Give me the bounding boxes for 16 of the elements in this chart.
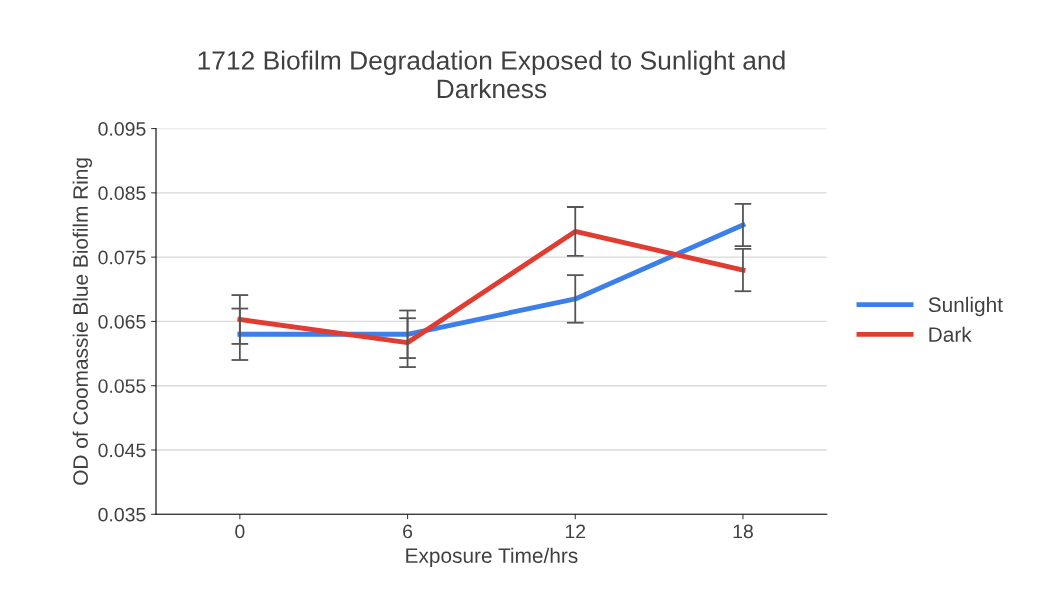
y-tick-label: 0.045 (98, 443, 146, 458)
x-tick-label: 18 (733, 524, 753, 539)
chart-title: 1712 Biofilm Degradation Exposed to Sunlight and Darkness (198, 50, 785, 99)
x-tick-label: 12 (565, 524, 586, 539)
x-tick-label: 0 (235, 524, 245, 539)
y-tick-label: 0.075 (98, 250, 146, 265)
x-tick-label: 6 (403, 524, 413, 539)
y-axis-title: OD of Coomassie Blue Biofilm Ring (72, 158, 93, 485)
y-tick-label: 0.085 (98, 186, 146, 201)
y-tick-label: 0.035 (98, 507, 146, 522)
legend-label: Sunlight (928, 296, 1003, 317)
y-tick-label: 0.095 (98, 122, 146, 136)
y-tick-label: 0.065 (98, 314, 146, 329)
y-tick-label: 0.055 (98, 379, 146, 393)
x-axis-title: Exposure Time/hrs (406, 547, 578, 568)
legend-label: Dark (929, 326, 972, 342)
